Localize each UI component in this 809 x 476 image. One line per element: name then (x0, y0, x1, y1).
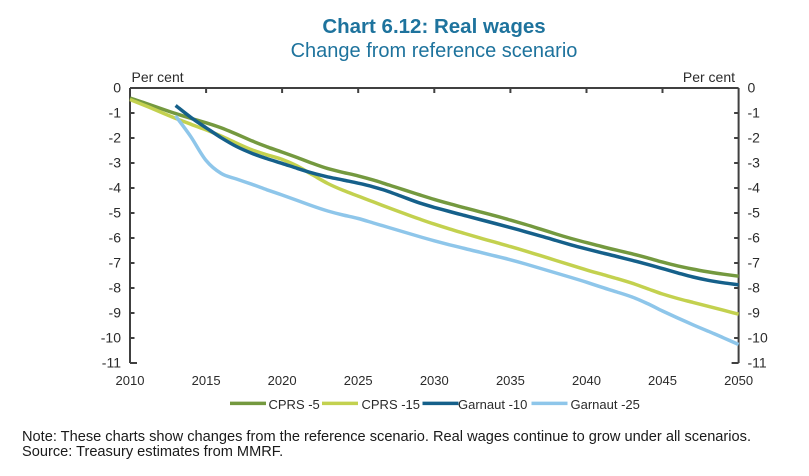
svg-text:Chart 6.12: Real wages: Chart 6.12: Real wages (322, 15, 545, 38)
svg-text:-7: -7 (748, 255, 761, 271)
svg-text:-10: -10 (101, 330, 121, 346)
svg-text:Per cent: Per cent (683, 69, 735, 85)
svg-text:-5: -5 (109, 205, 122, 221)
svg-text:-1: -1 (748, 105, 761, 121)
svg-text:-11: -11 (102, 355, 121, 371)
svg-text:-11: -11 (748, 355, 767, 371)
svg-text:2025: 2025 (344, 373, 373, 388)
svg-text:2040: 2040 (572, 373, 601, 388)
svg-text:-4: -4 (109, 180, 122, 196)
svg-text:Source: Treasury estimates fro: Source: Treasury estimates from MMRF. (22, 444, 283, 460)
svg-text:-6: -6 (748, 230, 761, 246)
svg-text:2045: 2045 (648, 373, 677, 388)
svg-text:-8: -8 (109, 280, 122, 296)
svg-text:-5: -5 (748, 205, 761, 221)
svg-text:2030: 2030 (420, 373, 449, 388)
svg-text:-6: -6 (109, 230, 122, 246)
svg-text:Per cent: Per cent (132, 69, 184, 85)
svg-text:2050: 2050 (724, 373, 753, 388)
svg-text:Change from reference scenario: Change from reference scenario (291, 40, 578, 62)
svg-text:-1: -1 (109, 105, 122, 121)
svg-text:Note: These charts show change: Note: These charts show changes from the… (22, 429, 751, 445)
svg-text:-2: -2 (109, 130, 122, 146)
svg-text:-4: -4 (748, 180, 761, 196)
svg-text:2015: 2015 (192, 373, 221, 388)
svg-text:-9: -9 (109, 305, 122, 321)
svg-text:0: 0 (113, 80, 121, 96)
svg-text:-3: -3 (748, 155, 761, 171)
svg-text:2035: 2035 (496, 373, 525, 388)
svg-text:-8: -8 (748, 280, 761, 296)
svg-text:CPRS -5: CPRS -5 (269, 397, 320, 412)
svg-text:Garnaut -10: Garnaut -10 (458, 397, 527, 412)
svg-text:CPRS -15: CPRS -15 (362, 397, 421, 412)
svg-text:2020: 2020 (268, 373, 297, 388)
svg-text:-9: -9 (748, 305, 761, 321)
svg-text:-7: -7 (109, 255, 122, 271)
svg-text:-2: -2 (748, 130, 761, 146)
svg-text:-3: -3 (109, 155, 122, 171)
svg-text:Garnaut -25: Garnaut -25 (571, 397, 640, 412)
svg-text:-10: -10 (748, 330, 768, 346)
svg-text:2010: 2010 (116, 373, 145, 388)
svg-text:0: 0 (748, 80, 756, 96)
